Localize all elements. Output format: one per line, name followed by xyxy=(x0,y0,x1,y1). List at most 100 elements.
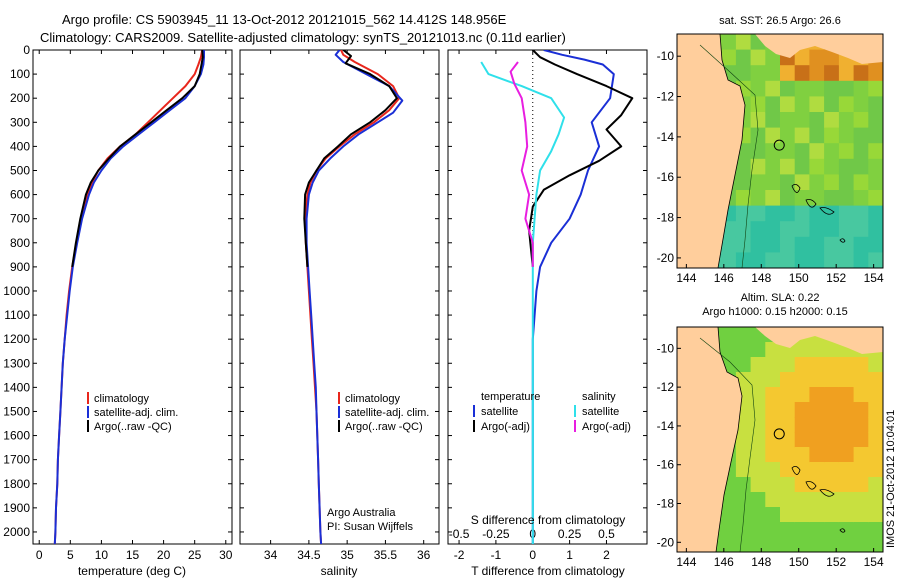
heat-cell xyxy=(838,80,855,97)
heat-cell xyxy=(794,252,810,268)
heat-cell xyxy=(735,49,752,66)
heat-cell xyxy=(780,462,796,478)
heat-cell xyxy=(750,477,766,493)
x-tick-label: 34 xyxy=(264,548,278,562)
land-png xyxy=(755,327,883,354)
heat-cell xyxy=(809,158,825,175)
y-tick-label: 1600 xyxy=(3,429,30,443)
heat-cell xyxy=(780,96,796,113)
heat-cell xyxy=(765,417,781,433)
heat-cell xyxy=(868,387,883,403)
legend-header-temperature: temperature xyxy=(481,391,540,403)
heat-cell xyxy=(780,112,796,129)
heat-cell xyxy=(794,537,810,552)
heat-cell xyxy=(735,327,752,343)
heat-cell xyxy=(853,522,869,538)
heat-cell xyxy=(809,190,825,207)
heat-cell xyxy=(809,387,825,403)
heat-cell xyxy=(765,537,781,552)
legend-s-argo: Argo(-adj) xyxy=(582,421,631,433)
heat-cell xyxy=(721,537,737,552)
heat-cell xyxy=(809,174,825,191)
heat-cell xyxy=(838,417,855,433)
heat-cell xyxy=(750,190,766,207)
heat-cell xyxy=(824,236,840,253)
series-line-argo xyxy=(71,50,204,268)
y-tick-label: 1500 xyxy=(3,404,30,418)
heat-cell xyxy=(868,357,883,373)
x-tick-label: 1 xyxy=(566,548,573,562)
y-tick-label: -14 xyxy=(657,419,675,433)
heat-cell xyxy=(809,205,825,222)
heat-cell xyxy=(868,65,883,82)
s-tick-label: 0.5 xyxy=(598,527,615,541)
heat-cell xyxy=(794,49,810,66)
heat-cell xyxy=(838,372,855,388)
heat-cell xyxy=(824,252,840,268)
legend-satellite: satellite-adj. clim. xyxy=(345,407,429,419)
heat-cell xyxy=(838,447,855,463)
temp-xlabel: temperature (deg C) xyxy=(78,564,186,578)
heat-cell xyxy=(853,357,869,373)
heat-cell xyxy=(765,190,781,207)
y-tick-label: 400 xyxy=(10,139,30,153)
heat-cell xyxy=(780,158,796,175)
x-tick-label: 152 xyxy=(826,555,846,569)
heat-cell xyxy=(780,143,796,160)
y-tick-label: 100 xyxy=(10,67,30,81)
heat-cell xyxy=(853,221,869,238)
heat-cell xyxy=(794,477,810,493)
heat-cell xyxy=(794,402,810,418)
heat-cell xyxy=(750,65,766,82)
heat-cell xyxy=(780,492,796,508)
heat-cell xyxy=(809,522,825,538)
heat-cell xyxy=(794,127,810,144)
heat-cell xyxy=(750,537,766,552)
heat-cell xyxy=(765,372,781,388)
x-tick-label: 30 xyxy=(219,548,233,562)
y-tick-label: 200 xyxy=(10,91,30,105)
heat-cell xyxy=(780,507,796,523)
heat-cell xyxy=(780,522,796,538)
heat-cell xyxy=(765,205,781,222)
heat-cell xyxy=(824,49,840,66)
heat-cell xyxy=(794,447,810,463)
x-tick-label: 20 xyxy=(157,548,171,562)
heat-cell xyxy=(780,221,796,238)
y-tick-label: 1700 xyxy=(3,453,30,467)
y-tick-label: 800 xyxy=(10,236,30,250)
heat-cell xyxy=(809,462,825,478)
series-line-S-argo xyxy=(509,61,534,267)
heat-cell xyxy=(838,507,855,523)
x-tick-label: 150 xyxy=(789,555,809,569)
heat-cell xyxy=(838,432,855,448)
diff-xlabel: T difference from climatology xyxy=(471,564,625,578)
heat-cell xyxy=(853,190,869,207)
heat-cell xyxy=(853,112,869,129)
heat-cell xyxy=(794,190,810,207)
heat-cell xyxy=(765,127,781,144)
heat-cell xyxy=(824,174,840,191)
x-tick-label: 144 xyxy=(676,271,696,285)
heat-cell xyxy=(780,477,796,493)
heat-cell xyxy=(824,462,840,478)
heat-cell xyxy=(853,492,869,508)
heat-cell xyxy=(735,221,752,238)
heat-cell xyxy=(824,387,840,403)
heat-cell xyxy=(809,112,825,129)
heat-cell xyxy=(735,34,752,51)
heat-cell xyxy=(780,372,796,388)
heat-cell xyxy=(794,221,810,238)
heat-cell xyxy=(780,80,796,97)
heat-cell xyxy=(750,236,766,253)
heat-cell xyxy=(838,143,855,160)
heat-cell xyxy=(853,96,869,113)
heat-cell xyxy=(794,174,810,191)
reefs xyxy=(791,466,846,533)
heat-cell xyxy=(735,174,752,191)
heat-cell xyxy=(838,477,855,493)
heat-cell xyxy=(868,522,883,538)
heat-cell xyxy=(765,252,781,268)
heat-cell xyxy=(721,236,737,253)
